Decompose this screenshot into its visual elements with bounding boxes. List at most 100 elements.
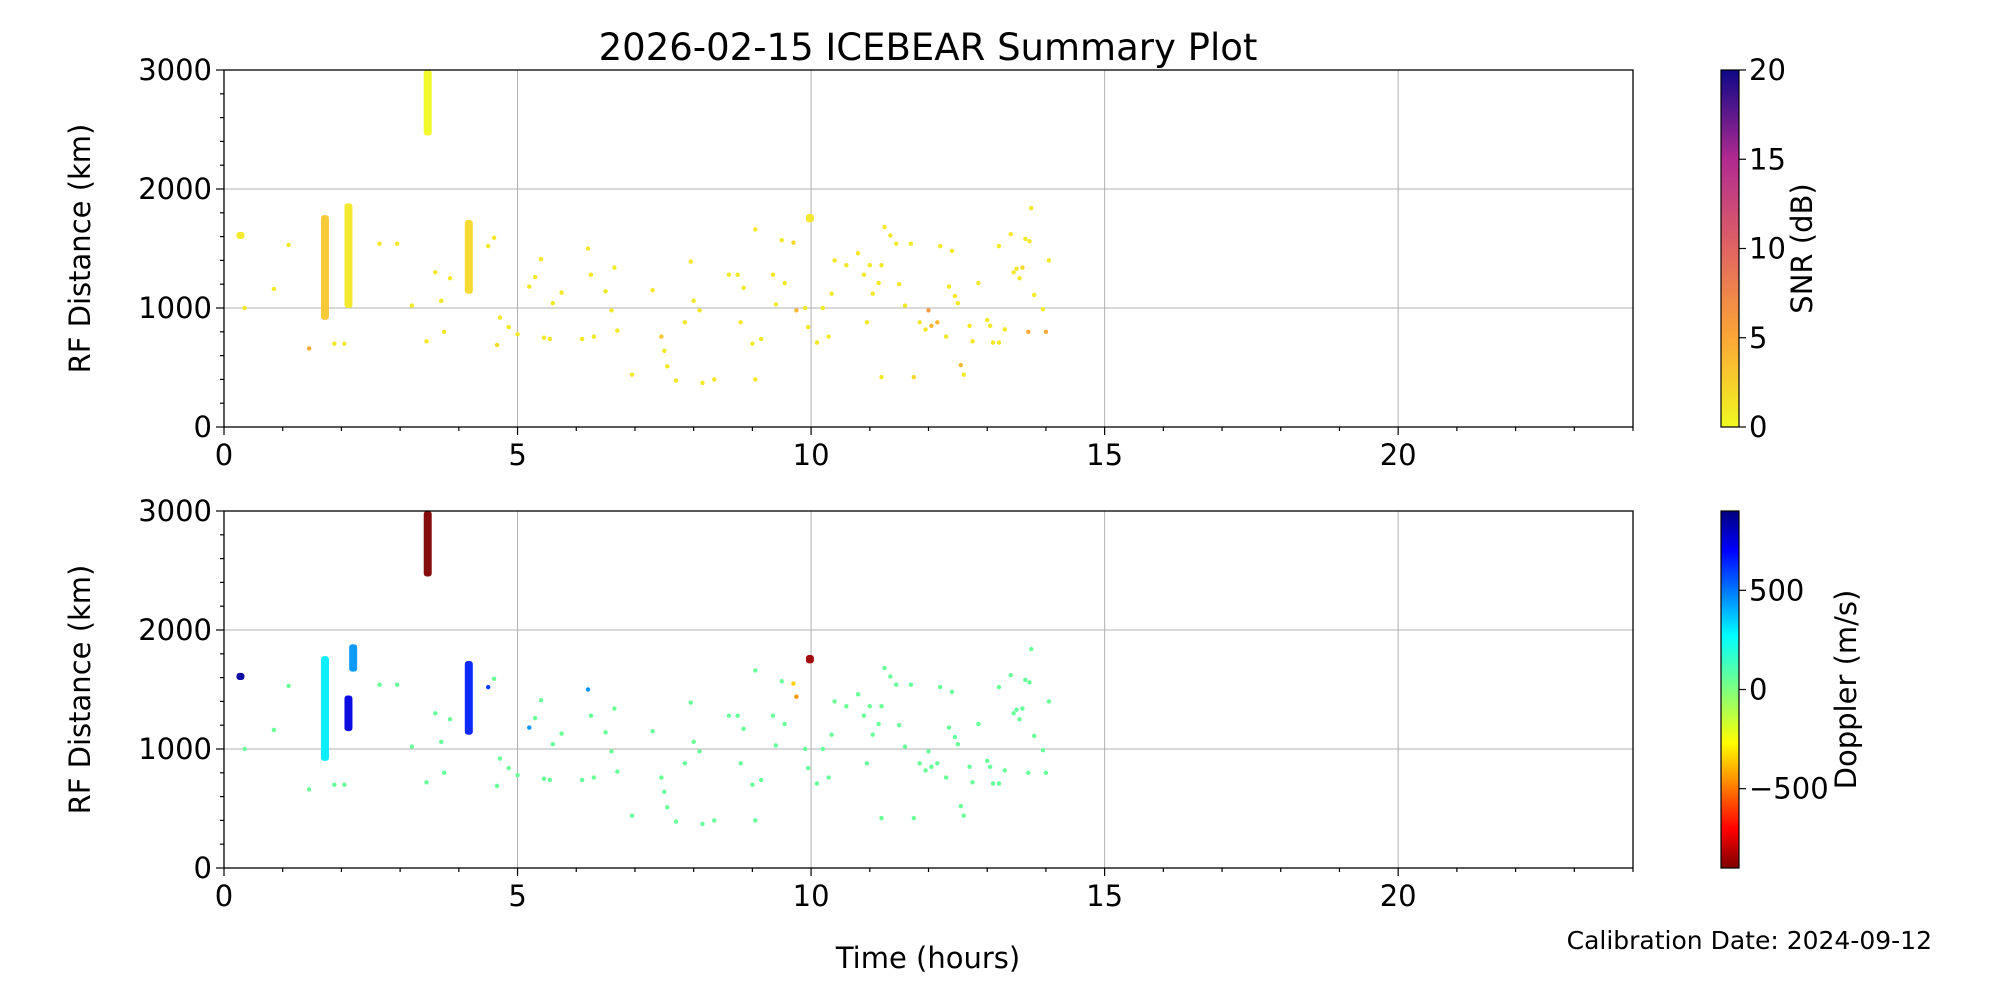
data-point [967,323,972,329]
data-point [938,684,943,690]
data-point [591,334,597,339]
data-point [271,286,277,292]
data-point [433,711,438,716]
data-point [876,280,881,286]
data-point [662,789,667,795]
data-point [1002,327,1008,332]
data-cluster [344,695,353,732]
data-point [409,744,415,749]
data-cluster [320,215,329,320]
data-point [750,341,755,346]
data-point [447,717,453,722]
data-point [820,305,826,311]
data-point [585,687,591,692]
data-cluster [423,70,432,136]
data-point [996,340,1002,345]
data-point [832,258,837,263]
data-point [1014,707,1019,712]
data-point [712,377,717,382]
data-point [741,285,746,290]
data-point [665,364,670,369]
data-point [447,276,453,281]
data-point [662,348,667,354]
data-point [929,323,934,329]
data-cluster [320,656,329,761]
data-point [961,372,966,377]
data-point [1020,706,1025,711]
data-point [242,305,247,311]
data-point [826,334,831,339]
data-point [938,243,943,249]
data-point [1023,236,1028,242]
data-point [491,676,497,681]
doppler-panel: 0 5 10 15 20 0 1000 2000 3000 RF Distance (km) −50… [63,494,1863,913]
data-point [770,272,776,277]
data-point [911,815,917,821]
data-point [286,683,291,689]
data-point [691,739,696,745]
data-point [970,339,975,344]
data-point [332,782,337,787]
data-point [955,301,961,306]
data-point [926,308,931,313]
data-point [879,703,884,709]
data-point [673,378,679,383]
data-cluster [805,654,814,664]
data-point [779,237,784,243]
data-point [949,248,955,254]
figure-title: 2026-02-15 ICEBEAR Summary Plot [599,26,1258,69]
data-point [527,284,532,289]
colorbar-label: Doppler (m/s) [1829,590,1863,790]
data-point [615,769,620,774]
data-point [958,362,963,368]
colorbar-tick-label: 15 [1749,142,1786,176]
data-point [882,224,887,230]
data-point [1014,266,1019,271]
data-point [758,336,764,342]
data-point [1002,768,1008,773]
data-point [855,251,861,256]
data-point [779,678,784,684]
data-point [659,334,664,339]
data-point [1046,258,1052,263]
data-cluster [464,660,473,735]
data-point [826,775,831,780]
data-point [867,703,872,709]
data-point [949,689,955,695]
data-point [773,302,779,307]
snr-panel: 0 5 10 15 20 0 1000 2000 3000 RF Distance (km) 0 5 1… [63,53,1819,472]
data-point [682,320,688,325]
data-point [515,772,520,778]
y-tick-label: 3000 [138,494,212,528]
data-cluster [349,644,358,672]
data-point [588,272,594,277]
colorbar [1720,69,1740,428]
colorbar-tick-label: 500 [1749,573,1804,607]
data-point [588,713,594,718]
data-point [794,694,799,699]
data-point [770,713,776,718]
x-tick-label: 10 [793,438,830,472]
data-point [532,715,538,721]
data-point [814,340,820,345]
x-tick-label: 0 [215,438,233,472]
data-point [805,765,811,771]
data-point [650,728,655,734]
data-point [515,331,520,337]
data-point [697,308,702,313]
data-point [946,725,952,730]
data-point [559,731,564,736]
data-point [782,721,787,727]
data-point [970,780,975,785]
y-axis-label: RF Distance (km) [63,565,97,815]
data-point [1011,711,1016,716]
data-point [976,721,981,727]
data-point [820,746,826,752]
data-point [814,781,820,786]
plot-area [224,70,1633,427]
data-point [506,765,511,771]
data-point [943,775,949,780]
data-point [882,665,887,671]
x-tick-label: 5 [508,438,526,472]
data-point [908,682,914,687]
